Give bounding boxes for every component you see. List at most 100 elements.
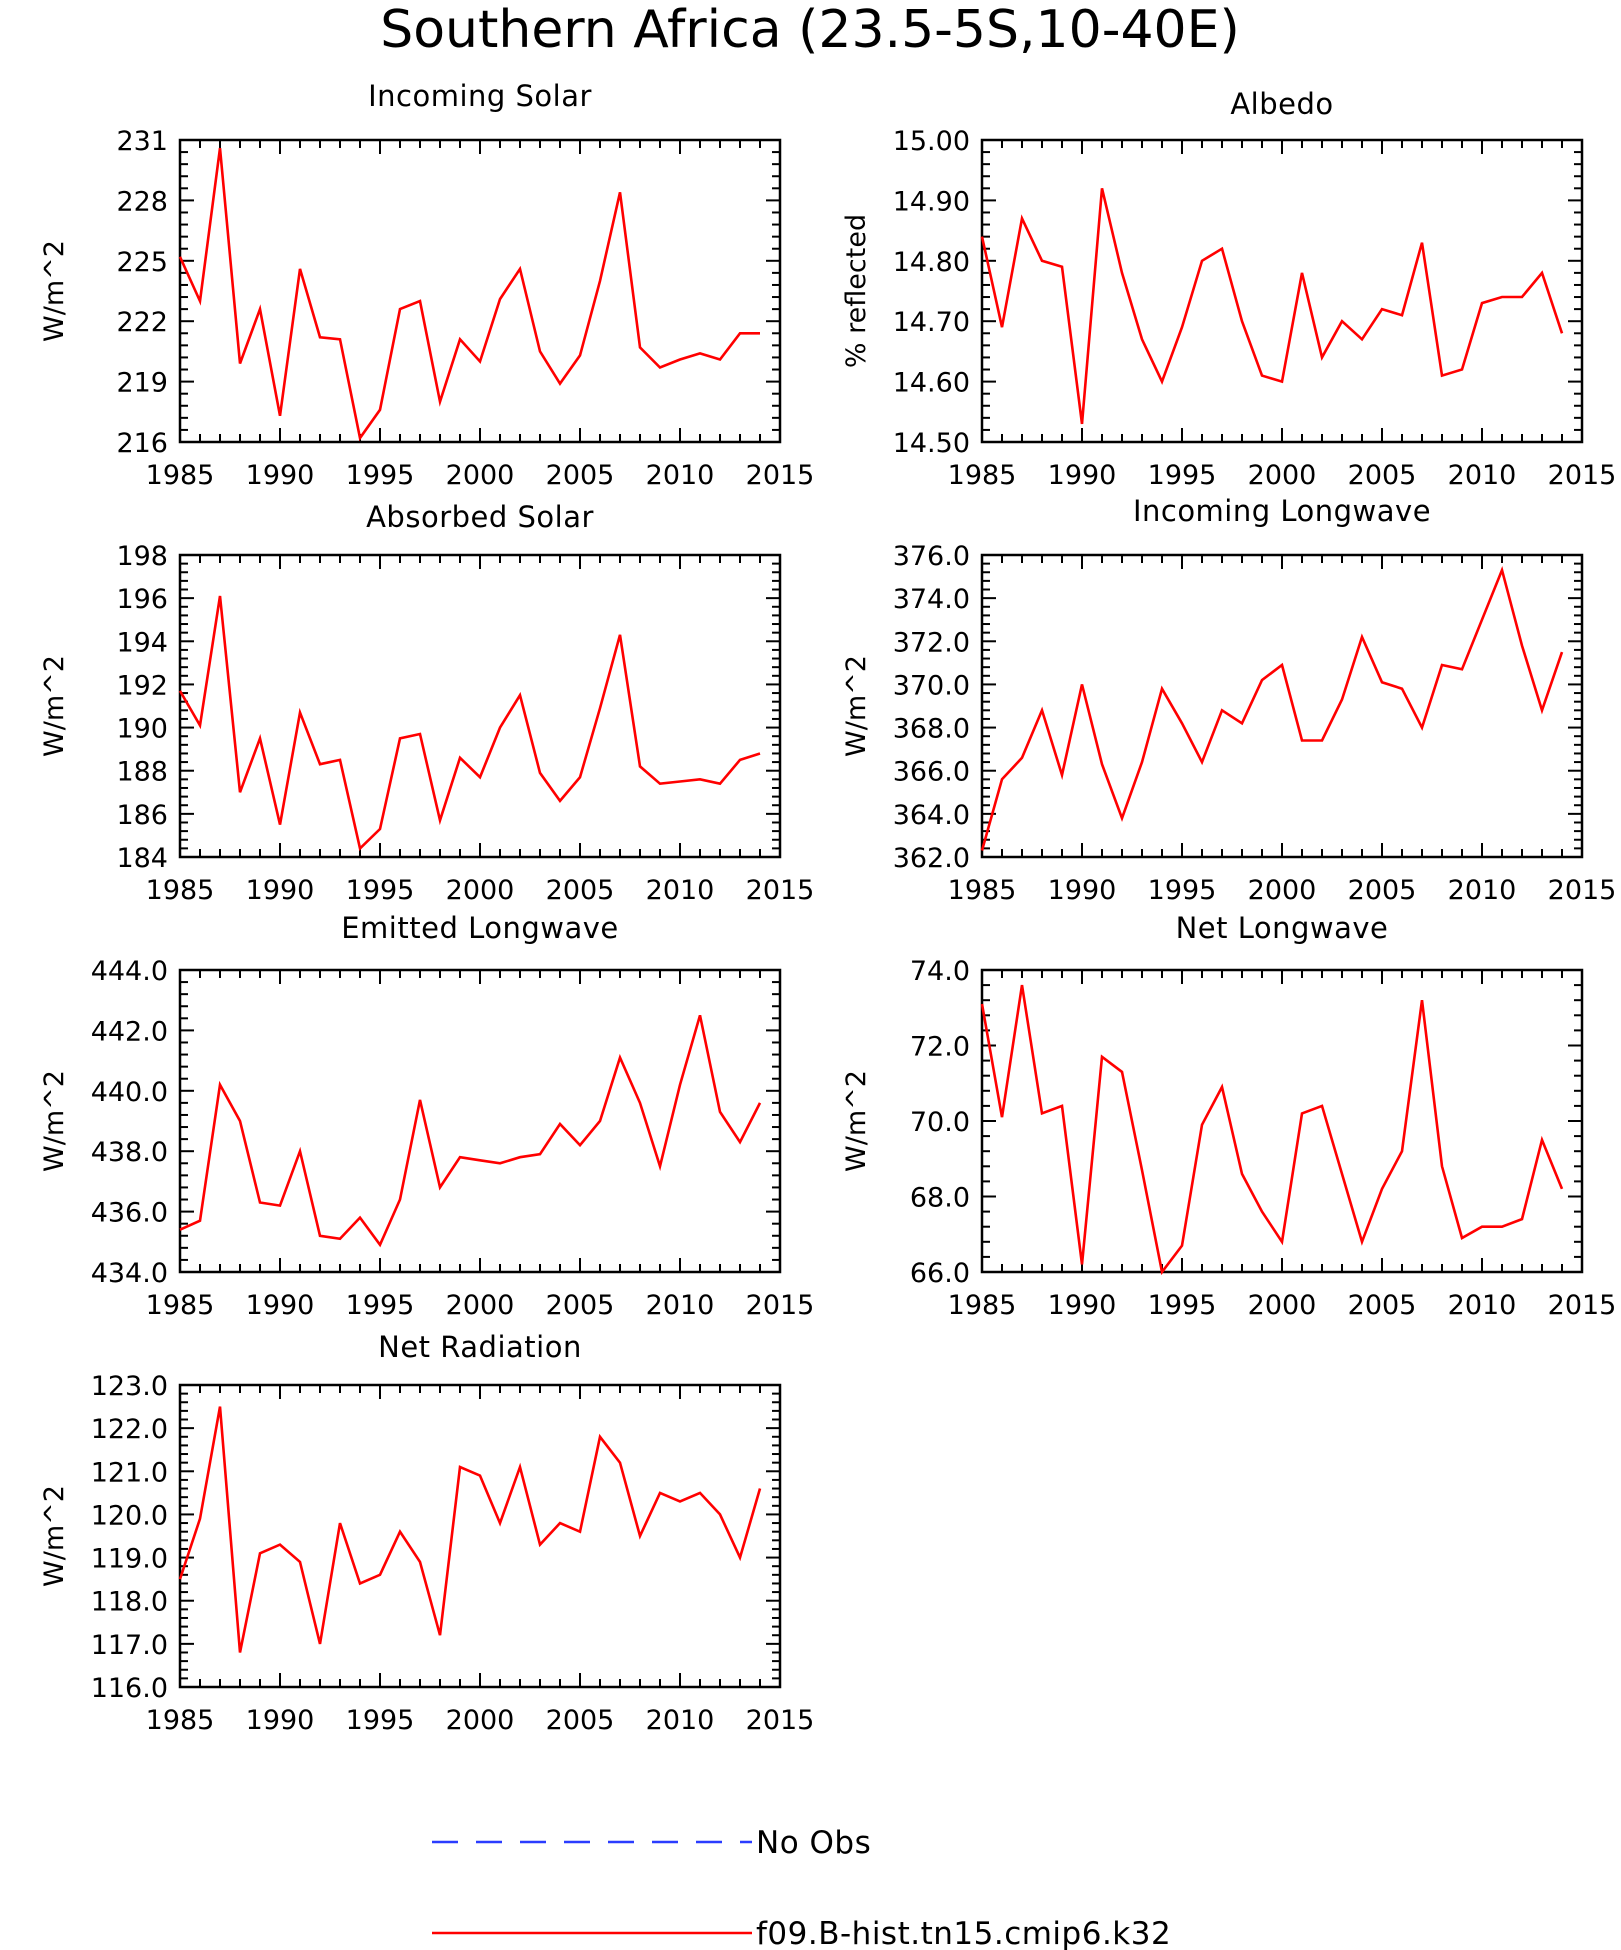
chart-panel: 1985 1990 1995 2000 2005 2010 2015 362.0 364.0 36… [841, 494, 1616, 906]
x-tick-label: 2010 [646, 1705, 715, 1736]
y-tick-label: 366.0 [893, 757, 970, 788]
x-tick-label: 1990 [1048, 460, 1117, 491]
x-tick-label: 2010 [1448, 875, 1517, 906]
y-tick-label: 364.0 [893, 800, 970, 831]
x-tick-label: 2010 [1448, 460, 1517, 491]
y-tick-label: 225 [116, 247, 168, 278]
y-axis-label: W/m^2 [39, 1485, 70, 1587]
y-tick-label: 374.0 [893, 584, 970, 615]
plot-frame [178, 138, 782, 444]
y-tick-label: 368.0 [893, 714, 970, 745]
x-tick-label: 2005 [546, 1705, 615, 1736]
y-tick-label: 66.0 [910, 1258, 970, 1289]
x-tick-label: 1990 [246, 1290, 315, 1321]
y-tick-label: 119.0 [91, 1544, 168, 1575]
figure-title: Southern Africa (23.5-5S,10-40E) [380, 0, 1240, 60]
y-axis-label: W/m^2 [841, 655, 872, 757]
x-tick-label: 2015 [746, 460, 815, 491]
y-tick-label: 186 [116, 800, 168, 831]
series-line [179, 1014, 762, 1248]
y-tick-label: 123.0 [91, 1371, 168, 1402]
x-tick-label: 1990 [1048, 1290, 1117, 1321]
y-tick-label: 442.0 [91, 1016, 168, 1047]
y-tick-label: 14.80 [893, 247, 970, 278]
series-line [178, 595, 761, 851]
y-axis-label: % reflected [841, 214, 872, 368]
chart-panel: 1985 1990 1995 2000 2005 2010 2015 116.0 117.0 11… [39, 1330, 814, 1736]
y-tick-label: 219 [116, 368, 168, 399]
y-tick-label: 198 [116, 541, 168, 572]
x-tick-label: 2000 [1248, 460, 1317, 491]
panel-title: Incoming Solar [368, 79, 592, 113]
chart-panel: 1985 1990 1995 2000 2005 2010 2015 184 186 188 190… [39, 500, 814, 906]
x-tick-label: 2005 [546, 460, 615, 491]
legend: No Obs f09.B-hist.tn15.cmip6.k32 [432, 1825, 1171, 1950]
x-tick-label: 2015 [1548, 460, 1617, 491]
y-tick-label: 192 [116, 670, 168, 701]
x-tick-label: 1985 [146, 875, 215, 906]
panel-title: Net Longwave [1176, 911, 1389, 945]
y-tick-label: 434.0 [91, 1258, 168, 1289]
x-tick-label: 1985 [948, 875, 1017, 906]
x-tick-label: 1990 [246, 1705, 315, 1736]
plot-frame [980, 138, 1584, 444]
x-tick-label: 2010 [1448, 1290, 1517, 1321]
series-line [178, 1406, 762, 1653]
x-tick-label: 2000 [446, 460, 515, 491]
panels: 1985 1990 1995 2000 2005 2010 2015 216 219 222 225… [39, 79, 1616, 1736]
y-axis-label: W/m^2 [39, 240, 70, 342]
y-tick-label: 70.0 [910, 1107, 970, 1138]
y-tick-label: 188 [116, 757, 168, 788]
y-tick-label: 194 [116, 627, 168, 658]
x-tick-label: 2005 [1348, 875, 1417, 906]
y-tick-label: 438.0 [91, 1137, 168, 1168]
x-tick-label: 2000 [446, 1705, 515, 1736]
x-tick-label: 2015 [746, 1290, 815, 1321]
y-tick-label: 117.0 [91, 1630, 168, 1661]
chart-panel: 1985 1990 1995 2000 2005 2010 2015 434.0 436.0 43… [39, 911, 814, 1321]
panel-title: Net Radiation [378, 1330, 582, 1364]
plot-frame [980, 553, 1584, 859]
y-tick-label: 228 [116, 186, 168, 217]
y-tick-label: 72.0 [910, 1032, 970, 1063]
y-tick-label: 444.0 [91, 956, 168, 987]
chart-panel: 1985 1990 1995 2000 2005 2010 2015 216 219 222 225… [39, 79, 814, 491]
x-tick-label: 2005 [546, 1290, 615, 1321]
y-tick-label: 190 [116, 714, 168, 745]
x-tick-label: 1995 [1148, 875, 1217, 906]
chart-panel: 1985 1990 1995 2000 2005 2010 2015 66.0 68.0 70.0… [841, 911, 1616, 1321]
legend-label-model: f09.B-hist.tn15.cmip6.k32 [756, 1916, 1171, 1950]
x-tick-label: 1990 [246, 460, 315, 491]
panel-title: Incoming Longwave [1133, 494, 1431, 528]
series-line [980, 565, 1564, 851]
y-axis-label: W/m^2 [841, 1070, 872, 1172]
x-tick-label: 1995 [346, 1705, 415, 1736]
x-tick-label: 2015 [1548, 1290, 1617, 1321]
x-tick-label: 1995 [346, 1290, 415, 1321]
y-tick-label: 222 [116, 307, 168, 338]
y-tick-label: 370.0 [893, 670, 970, 701]
x-tick-label: 2000 [1248, 1290, 1317, 1321]
y-tick-label: 216 [116, 428, 168, 459]
y-tick-label: 118.0 [91, 1587, 168, 1618]
y-tick-label: 184 [116, 843, 168, 874]
x-tick-label: 2015 [1548, 875, 1617, 906]
y-tick-label: 68.0 [910, 1183, 970, 1214]
x-tick-label: 2015 [746, 1705, 815, 1736]
series-line [980, 188, 1564, 425]
series-line [980, 984, 1564, 1276]
x-tick-label: 1995 [1148, 460, 1217, 491]
y-tick-label: 362.0 [893, 843, 970, 874]
y-tick-label: 14.60 [893, 368, 970, 399]
y-tick-label: 231 [116, 126, 168, 157]
x-tick-label: 1985 [948, 1290, 1017, 1321]
x-tick-label: 2005 [546, 875, 615, 906]
legend-label-no-obs: No Obs [756, 1825, 871, 1861]
y-tick-label: 120.0 [91, 1500, 168, 1531]
plot-frame [178, 553, 782, 859]
panel-title: Absorbed Solar [366, 500, 594, 534]
y-tick-label: 436.0 [91, 1198, 168, 1229]
x-tick-label: 2000 [446, 875, 515, 906]
x-tick-label: 1985 [146, 1705, 215, 1736]
